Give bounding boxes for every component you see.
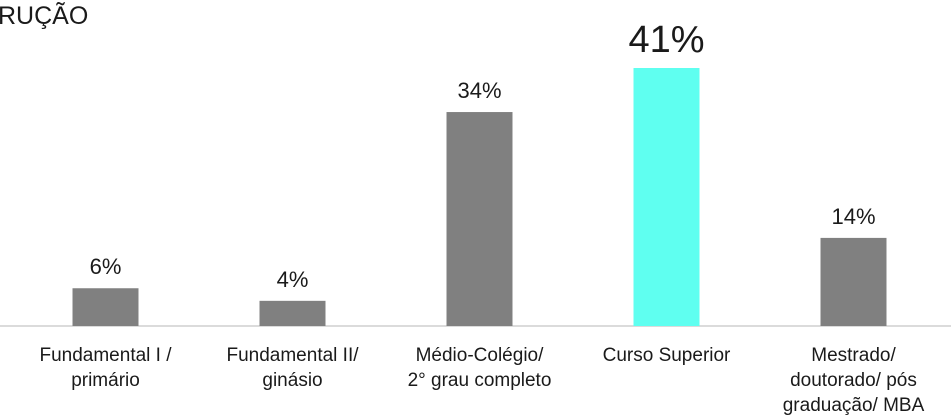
bar	[259, 300, 326, 326]
x-tick-label: 2° grau completo	[408, 370, 552, 391]
x-tick-label: doutorado/ pós	[790, 370, 917, 391]
value-label: 4%	[277, 267, 309, 292]
x-tick-label: primário	[71, 370, 140, 391]
bar	[633, 68, 700, 326]
chart-title: RUÇÃO	[0, 1, 88, 30]
x-tick-label: Fundamental I /	[39, 345, 172, 366]
value-label: 34%	[457, 78, 501, 103]
bar	[72, 288, 139, 326]
value-label: 14%	[831, 204, 875, 229]
x-tick-label: Mestrado/	[811, 345, 896, 366]
x-tick-label: ginásio	[262, 370, 322, 391]
value-label: 41%	[628, 19, 704, 61]
x-tick-label: graduação/ MBA	[783, 395, 925, 416]
x-tick-label: Médio-Colégio/	[416, 345, 545, 366]
bar	[446, 112, 513, 326]
bar	[820, 237, 887, 326]
value-label: 6%	[90, 254, 122, 279]
x-tick-label: Curso Superior	[603, 345, 731, 366]
x-tick-label: Fundamental II/	[226, 345, 359, 366]
